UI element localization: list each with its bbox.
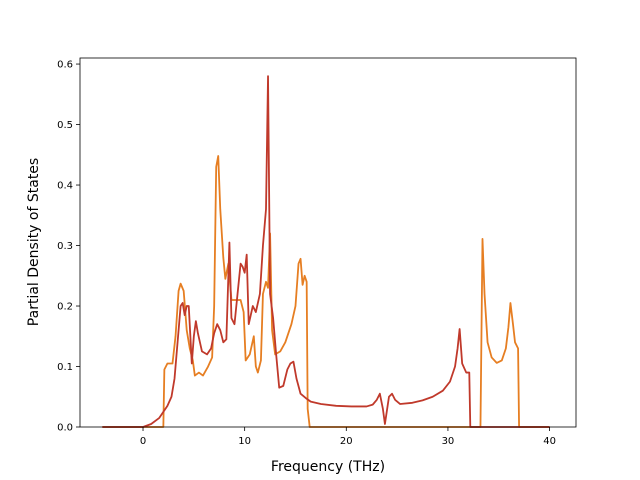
y-tick-label: 0.4 [57,181,73,192]
series-layer [102,75,550,428]
plot-frame [79,57,577,428]
y-tick-label: 0.0 [57,423,73,434]
y-axis-ticks: 0.0 0.1 0.2 0.3 0.4 0.5 0.6 [57,60,80,434]
y-tick-label: 0.3 [57,241,73,252]
x-tick-label: 0 [140,436,146,447]
series-line-2 [102,75,550,428]
y-tick-label: 0.6 [57,60,73,71]
x-tick-label: 10 [238,436,251,447]
plot-area [80,58,576,427]
y-tick-label: 0.1 [57,362,73,373]
x-axis-label: Frequency (THz) [271,459,385,475]
x-tick-label: 40 [543,436,556,447]
y-tick-label: 0.5 [57,120,73,131]
y-axis-label: Partial Density of States [26,158,42,326]
x-tick-label: 30 [442,436,455,447]
y-tick-label: 0.2 [57,302,73,313]
x-axis-ticks: 0 10 20 30 40 [140,427,556,447]
x-tick-label: 20 [340,436,353,447]
